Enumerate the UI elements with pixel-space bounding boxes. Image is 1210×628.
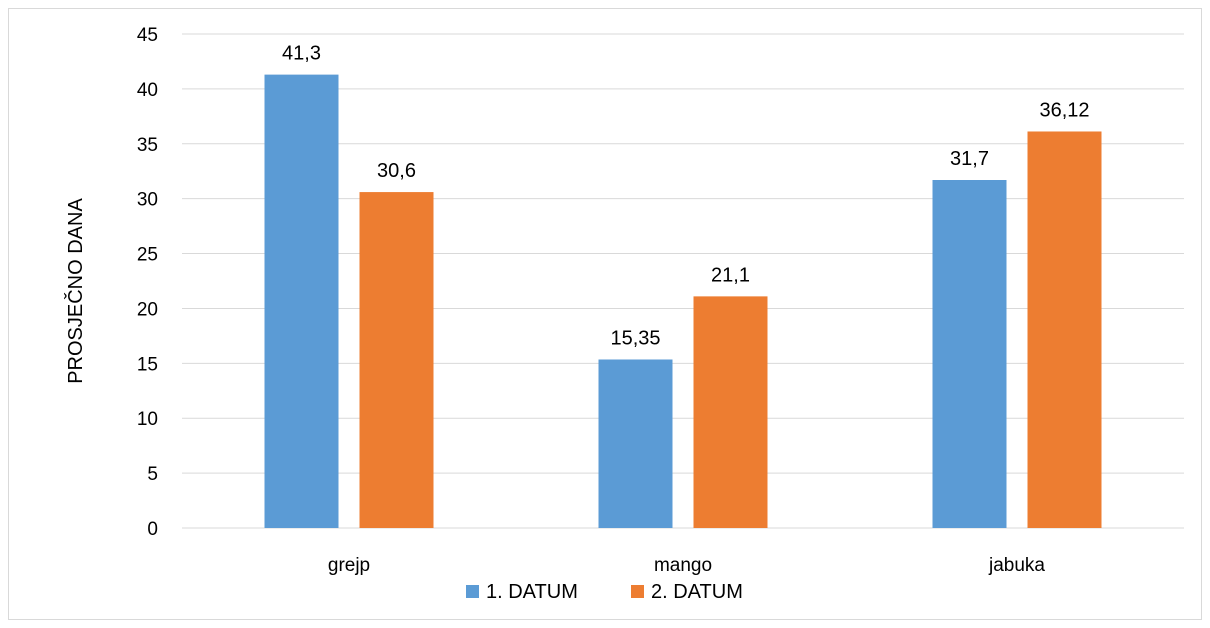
data-label-grejp-series-2: 30,6 bbox=[377, 160, 416, 182]
y-axis-title: PROSJEČNO DANA bbox=[64, 198, 87, 384]
bar-jabuka-series-2 bbox=[1027, 131, 1102, 528]
y-tick-label: 0 bbox=[147, 519, 158, 540]
legend-label-series-1: 1. DATUM bbox=[486, 581, 578, 603]
y-tick-label: 45 bbox=[137, 25, 158, 46]
legend-label-series-2: 2. DATUM bbox=[651, 581, 743, 603]
bar-jabuka-series-1 bbox=[932, 180, 1007, 528]
data-label-jabuka-series-1: 31,7 bbox=[950, 148, 989, 170]
data-label-jabuka-series-2: 36,12 bbox=[1039, 99, 1089, 121]
y-tick-label: 10 bbox=[137, 409, 158, 430]
category-label-mango: mango bbox=[654, 555, 712, 576]
legend: 1. DATUM 2. DATUM bbox=[466, 581, 743, 603]
data-labels: 41,3 30,6 15,35 21,1 31,7 36,12 bbox=[282, 43, 1090, 350]
bar-grejp-series-2 bbox=[359, 192, 434, 528]
y-tick-label: 40 bbox=[137, 80, 158, 101]
y-tick-label: 20 bbox=[137, 299, 158, 320]
bar-mango-series-2 bbox=[693, 296, 768, 528]
bar-mango-series-1 bbox=[598, 359, 673, 528]
y-tick-label: 30 bbox=[137, 190, 158, 211]
category-label-jabuka: jabuka bbox=[988, 555, 1045, 576]
category-label-grejp: grejp bbox=[328, 555, 370, 576]
y-tick-label: 15 bbox=[137, 354, 158, 375]
bar-grejp-series-1 bbox=[264, 74, 339, 529]
data-label-mango-series-2: 21,1 bbox=[711, 264, 750, 286]
y-tick-label: 5 bbox=[147, 464, 158, 485]
data-label-grejp-series-1: 41,3 bbox=[282, 43, 321, 65]
y-axis-ticks: 0 5 10 15 20 25 30 35 40 45 bbox=[137, 25, 158, 540]
gridlines bbox=[182, 33, 1184, 529]
y-tick-label: 35 bbox=[137, 135, 158, 156]
y-tick-label: 25 bbox=[137, 245, 158, 266]
legend-swatch-series-1 bbox=[466, 585, 479, 598]
x-axis-categories: grejp mango jabuka bbox=[328, 555, 1046, 576]
data-label-mango-series-1: 15,35 bbox=[610, 327, 660, 349]
bars bbox=[264, 74, 1102, 529]
legend-swatch-series-2 bbox=[631, 585, 644, 598]
